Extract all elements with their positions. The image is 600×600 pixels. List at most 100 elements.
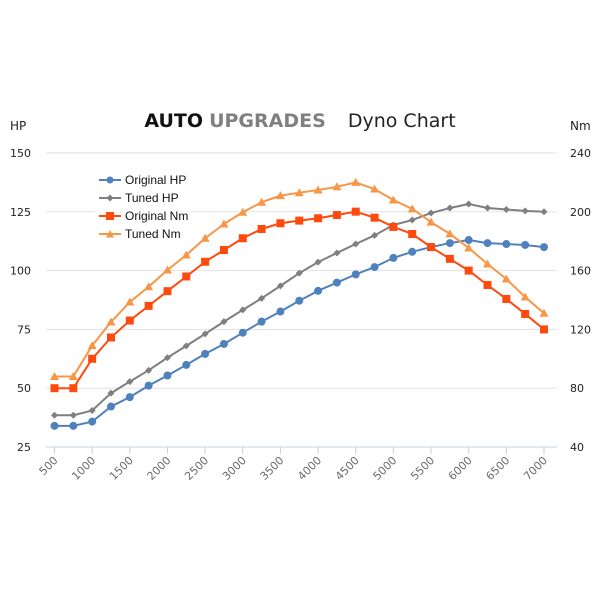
data-point[interactable] xyxy=(220,318,228,326)
data-point[interactable] xyxy=(50,421,59,430)
data-point[interactable] xyxy=(200,233,210,242)
data-point[interactable] xyxy=(257,224,266,233)
data-point[interactable] xyxy=(389,253,398,262)
data-point[interactable] xyxy=(483,259,493,268)
data-point[interactable] xyxy=(163,371,172,380)
data-point[interactable] xyxy=(182,342,190,350)
data-point[interactable] xyxy=(502,240,511,249)
data-point[interactable] xyxy=(162,265,172,274)
data-point[interactable] xyxy=(426,217,436,226)
data-point[interactable] xyxy=(483,281,492,290)
data-point[interactable] xyxy=(332,211,341,220)
data-point[interactable] xyxy=(125,316,134,325)
data-point[interactable] xyxy=(257,317,266,326)
data-point[interactable] xyxy=(314,286,323,295)
data-point[interactable] xyxy=(163,287,172,296)
data-point[interactable] xyxy=(408,229,417,238)
data-point[interactable] xyxy=(69,421,78,430)
data-point[interactable] xyxy=(408,247,417,256)
data-point[interactable] xyxy=(276,219,285,228)
data-point[interactable] xyxy=(163,354,171,362)
data-point[interactable] xyxy=(201,330,209,338)
data-point[interactable] xyxy=(521,207,529,215)
data-point[interactable] xyxy=(540,243,548,252)
data-point[interactable] xyxy=(445,239,454,248)
data-point[interactable] xyxy=(501,274,511,283)
data-point[interactable] xyxy=(276,307,285,316)
data-point[interactable] xyxy=(521,240,530,249)
data-point[interactable] xyxy=(370,184,380,193)
data-point[interactable] xyxy=(69,411,77,419)
data-point[interactable] xyxy=(351,270,360,279)
data-point[interactable] xyxy=(465,200,473,208)
data-point[interactable] xyxy=(427,209,435,217)
legend-item-original-nm[interactable]: Original Nm xyxy=(99,207,188,225)
data-point[interactable] xyxy=(88,407,96,415)
data-point[interactable] xyxy=(182,272,191,281)
data-point[interactable] xyxy=(144,381,153,390)
legend-item-tuned-hp[interactable]: Tuned HP xyxy=(99,189,188,207)
data-point[interactable] xyxy=(295,296,304,305)
data-point[interactable] xyxy=(51,411,58,419)
data-point[interactable] xyxy=(446,204,454,212)
data-point[interactable] xyxy=(464,243,474,252)
data-point[interactable] xyxy=(352,240,360,248)
data-point[interactable] xyxy=(69,384,78,393)
data-point[interactable] xyxy=(295,269,303,277)
data-point[interactable] xyxy=(464,266,473,275)
data-point[interactable] xyxy=(145,366,153,374)
data-point[interactable] xyxy=(88,354,97,363)
data-point[interactable] xyxy=(88,417,97,426)
data-point[interactable] xyxy=(68,371,78,380)
data-point[interactable] xyxy=(388,195,398,204)
data-point[interactable] xyxy=(125,393,134,402)
data-point[interactable] xyxy=(107,389,115,397)
legend-item-original-hp[interactable]: Original HP xyxy=(99,171,188,189)
data-point[interactable] xyxy=(258,294,266,302)
data-point[interactable] xyxy=(407,204,417,213)
data-point[interactable] xyxy=(295,216,304,225)
data-point[interactable] xyxy=(239,306,247,314)
data-point[interactable] xyxy=(389,222,398,231)
data-point[interactable] xyxy=(50,371,59,380)
data-point[interactable] xyxy=(371,231,379,239)
data-point[interactable] xyxy=(275,191,285,200)
data-point[interactable] xyxy=(126,378,134,386)
legend-item-tuned-nm[interactable]: Tuned Nm xyxy=(99,225,188,243)
data-point[interactable] xyxy=(219,246,228,255)
data-point[interactable] xyxy=(87,341,97,350)
data-point[interactable] xyxy=(370,263,379,272)
data-point[interactable] xyxy=(238,207,248,216)
data-point[interactable] xyxy=(294,188,304,197)
data-point[interactable] xyxy=(50,384,59,393)
data-point[interactable] xyxy=(539,308,549,317)
data-point[interactable] xyxy=(408,216,416,224)
data-point[interactable] xyxy=(464,236,473,245)
data-point[interactable] xyxy=(445,229,455,238)
data-point[interactable] xyxy=(540,208,548,216)
data-point[interactable] xyxy=(314,258,322,266)
data-point[interactable] xyxy=(257,197,267,206)
data-point[interactable] xyxy=(332,278,341,287)
data-point[interactable] xyxy=(502,205,510,213)
data-point[interactable] xyxy=(238,328,247,337)
data-point[interactable] xyxy=(520,292,530,301)
data-point[interactable] xyxy=(521,309,530,318)
data-point[interactable] xyxy=(106,317,116,326)
data-point[interactable] xyxy=(181,250,191,259)
data-point[interactable] xyxy=(351,177,361,186)
data-point[interactable] xyxy=(276,282,284,290)
data-point[interactable] xyxy=(445,254,454,263)
data-point[interactable] xyxy=(201,257,210,266)
data-point[interactable] xyxy=(219,219,229,228)
data-point[interactable] xyxy=(238,234,247,243)
data-point[interactable] xyxy=(333,249,341,257)
data-point[interactable] xyxy=(144,301,153,310)
data-point[interactable] xyxy=(483,239,492,248)
data-point[interactable] xyxy=(351,207,360,216)
data-point[interactable] xyxy=(484,204,492,212)
data-point[interactable] xyxy=(502,294,511,303)
data-point[interactable] xyxy=(370,213,379,222)
data-point[interactable] xyxy=(201,349,210,358)
data-point[interactable] xyxy=(125,297,135,306)
